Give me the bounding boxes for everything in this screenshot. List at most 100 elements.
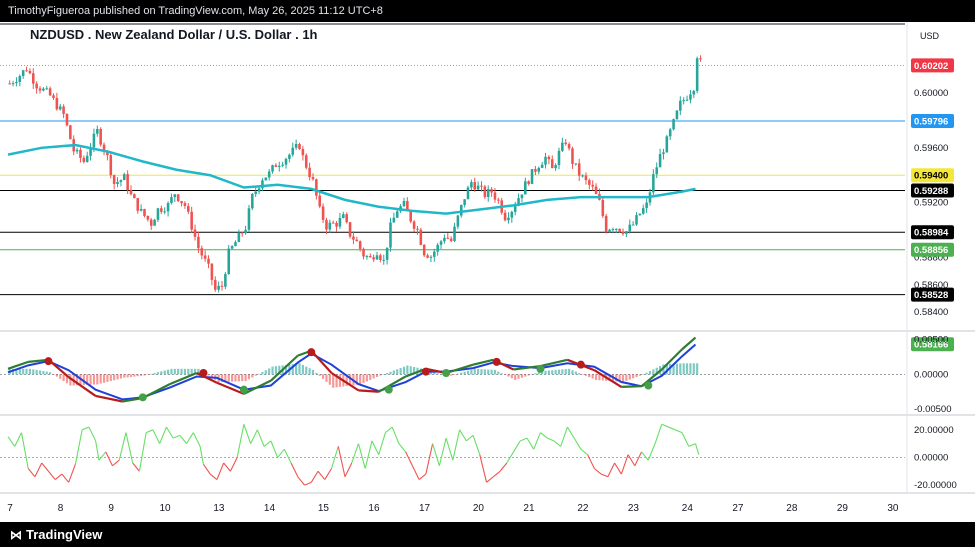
histogram-bar — [672, 363, 675, 375]
candle-body — [122, 174, 126, 181]
candle-body — [187, 205, 190, 212]
histogram-bar — [271, 366, 274, 375]
macd-line-segment — [330, 372, 360, 392]
candle-body — [682, 100, 685, 102]
oscillator-2-segment — [594, 468, 602, 475]
candle-body — [153, 219, 156, 226]
histogram-bar — [227, 374, 230, 382]
histogram-bar — [632, 374, 635, 379]
histogram-bar — [345, 374, 348, 387]
candle-body — [89, 147, 92, 156]
oscillator-2-segment — [486, 476, 494, 483]
histogram-bar — [355, 374, 358, 385]
histogram-bar — [257, 373, 261, 375]
candle-body — [129, 190, 133, 195]
price-tick-label: 0.58800 — [914, 252, 948, 263]
candle-body — [618, 228, 621, 232]
histogram-bar — [544, 370, 547, 375]
candle-body — [638, 213, 642, 216]
time-tick-label: 10 — [159, 503, 171, 514]
candle-body — [240, 232, 244, 234]
histogram-bar — [588, 374, 591, 378]
candle-body — [456, 215, 460, 227]
histogram-bar — [402, 366, 406, 375]
candle-body — [193, 229, 197, 237]
histogram-bar — [409, 366, 412, 375]
horizontal-levels[interactable] — [0, 64, 905, 296]
histogram-bar — [328, 374, 331, 385]
candle-body — [304, 155, 308, 168]
candle-body — [224, 274, 227, 287]
histogram-bar — [547, 370, 550, 375]
histogram-bar — [190, 368, 193, 375]
candle-body — [342, 214, 345, 218]
candle-body — [588, 180, 591, 185]
candle-body — [65, 113, 69, 126]
macd-line-segment — [68, 376, 97, 397]
time-axis[interactable]: 7 8 9 10 13 14 15 16 17 20 21 22 23 24 27 28 29 30 — [7, 503, 899, 514]
oscillator-2-segment — [580, 448, 588, 456]
oscillator-1-pane — [0, 336, 905, 403]
oscillator-2-segment — [647, 443, 656, 461]
candle-body — [237, 232, 241, 243]
macd-line-segment — [681, 336, 697, 351]
histogram-bar — [524, 374, 527, 377]
candle-body — [82, 157, 86, 162]
histogram-bar — [372, 374, 375, 379]
macd-line-segment — [661, 348, 683, 371]
candle-body — [315, 179, 318, 196]
price-label-box — [911, 113, 954, 128]
histogram-bar — [96, 374, 99, 385]
histogram-bar — [237, 374, 240, 382]
histogram-bar — [564, 369, 567, 375]
histogram-bar — [322, 374, 325, 379]
candle-body — [183, 203, 187, 206]
candle-body — [45, 88, 49, 90]
candle-body — [251, 193, 254, 209]
candle-body — [116, 182, 119, 184]
macd-line-segment — [243, 379, 272, 395]
candle-body — [567, 144, 571, 149]
histogram-bar — [652, 369, 655, 375]
oscillator-2-segment — [216, 462, 225, 480]
oscillator-2-segment — [411, 465, 420, 480]
macd-line-segment — [95, 394, 123, 403]
histogram-bar — [665, 364, 668, 375]
candle-body — [459, 204, 463, 216]
candle-body — [294, 143, 298, 148]
price-label-text: 0.58166 — [914, 340, 948, 351]
oscillator-2-segment — [513, 440, 521, 453]
candle-body — [426, 255, 429, 258]
candle-body — [58, 106, 62, 110]
histogram-bar — [38, 370, 42, 375]
candle-body — [146, 215, 150, 220]
oscillator-2-segment — [48, 470, 56, 480]
candle-body — [136, 198, 140, 211]
chart-canvas[interactable]: 0.60000 0.59600 0.59200 0.58800 0.58600 0.584… — [0, 22, 975, 522]
candle-body — [621, 231, 625, 234]
price-label-box — [911, 287, 954, 302]
histogram-bar — [561, 369, 564, 375]
oscillator-2-segment — [270, 440, 279, 458]
histogram-bar — [311, 369, 315, 375]
price-axis[interactable]: 0.60000 0.59600 0.59200 0.58800 0.58600 0.584… — [911, 58, 957, 491]
candle-body — [577, 163, 581, 176]
signal-line — [7, 343, 697, 401]
candle-body — [264, 177, 268, 181]
oscillator-2-segment — [7, 436, 16, 447]
histogram-bar — [510, 374, 513, 379]
candle-body — [160, 208, 163, 212]
price-label-text: 0.60202 — [914, 61, 948, 72]
histogram-bar — [163, 370, 166, 375]
histogram-bar — [69, 374, 72, 386]
oscillator-2-segment — [620, 454, 629, 475]
time-tick-label: 20 — [473, 503, 485, 514]
oscillator-2-segment — [398, 443, 407, 453]
tradingview-logo[interactable]: ⋈ TradingView — [10, 527, 102, 542]
candle-body — [213, 279, 217, 290]
oscillator-2-segment — [520, 437, 528, 442]
histogram-bar — [490, 369, 493, 375]
chart-area[interactable]: 0.60000 0.59600 0.59200 0.58800 0.58600 0.584… — [0, 22, 975, 522]
candle-body — [679, 100, 682, 111]
histogram-bar — [42, 371, 45, 375]
